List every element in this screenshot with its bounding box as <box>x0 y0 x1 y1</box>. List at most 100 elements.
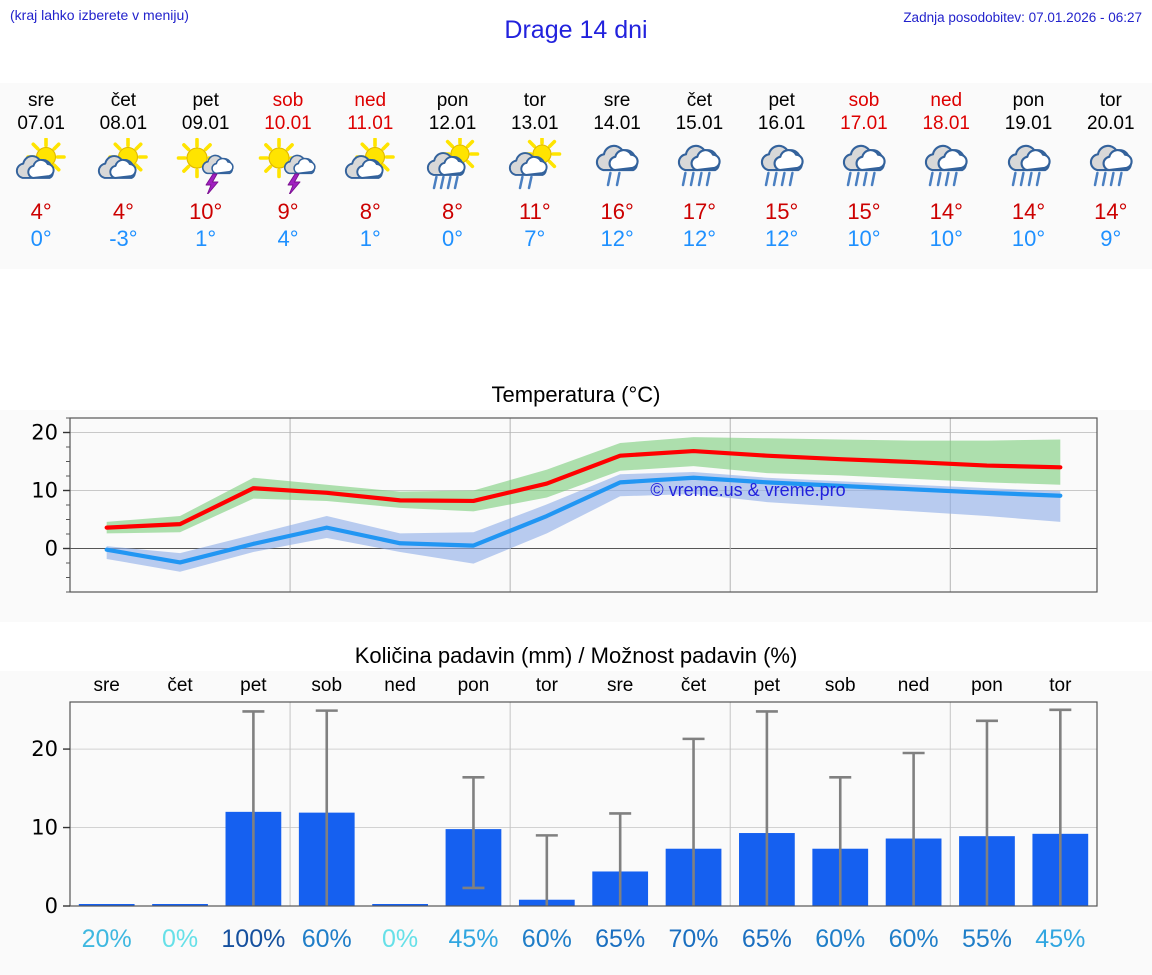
precipitation-day-label: pet <box>240 675 267 696</box>
temperature-min: 10° <box>1011 226 1046 251</box>
day-date: 16.01 <box>757 113 806 134</box>
day-name: sob <box>848 90 880 111</box>
day-forecast-cell[interactable]: pon 19.01 14° 10° <box>987 83 1069 269</box>
temperature-min: 1° <box>195 226 217 251</box>
precipitation-day-label: tor <box>536 675 559 696</box>
precipitation-day-label: pon <box>458 675 490 696</box>
day-name: pet <box>768 90 795 111</box>
sun-cloud-icon <box>92 138 154 194</box>
day-forecast-cell[interactable]: ned 18.01 14° 10° <box>905 83 987 269</box>
precipitation-day-label: sre <box>607 675 633 696</box>
day-name: ned <box>354 90 387 111</box>
day-name: pet <box>192 90 219 111</box>
temperature-min: 10° <box>847 226 881 251</box>
temperature-max: 4° <box>112 199 134 224</box>
y-axis-tick-label: 10 <box>31 479 58 503</box>
day-date: 14.01 <box>593 113 641 134</box>
precipitation-chart: sre čet pet sob ned pon tor sre čet pet sob ned pon t… <box>0 671 1152 975</box>
sun-cloud-icon <box>10 138 72 194</box>
temperature-max: 11° <box>519 199 551 224</box>
temperature-min: 12° <box>600 226 634 251</box>
day-name: čet <box>110 90 137 111</box>
precipitation-probability-label: 70% <box>669 925 719 953</box>
sun-cloud-icon <box>339 138 401 194</box>
y-axis-tick-label: 10 <box>31 816 58 840</box>
day-date: 10.01 <box>264 113 312 134</box>
precipitation-probability-label: 65% <box>742 925 792 953</box>
precipitation-probability-label: 60% <box>815 925 865 953</box>
day-forecast-cell[interactable]: pet 09.01 10° 1° <box>165 83 247 269</box>
day-forecast-cell[interactable]: sre 14.01 16° 12° <box>576 83 658 269</box>
day-name: sob <box>272 90 304 111</box>
temperature-min: 1° <box>359 226 381 251</box>
temperature-max: 4° <box>30 199 52 224</box>
day-name: čet <box>686 90 713 111</box>
day-forecast-cell[interactable]: tor 13.01 11° 7° <box>494 83 576 269</box>
day-forecast-cell[interactable]: sob 10.01 9° 4° <box>247 83 329 269</box>
temperature-max: 14° <box>1094 199 1128 224</box>
temperature-min: 4° <box>277 226 299 251</box>
day-forecast-cell[interactable]: tor 20.01 14° 9° <box>1070 83 1152 269</box>
day-name: pon <box>1012 90 1045 111</box>
page-title: Drage 14 dni <box>504 16 648 44</box>
temperature-max: 15° <box>765 199 799 224</box>
temperature-min: 0° <box>30 226 52 251</box>
day-date: 08.01 <box>99 113 148 134</box>
precipitation-probability-label: 100% <box>221 925 285 953</box>
day-forecast-cell[interactable]: sob 17.01 15° 10° <box>823 83 905 269</box>
day-date: 17.01 <box>840 113 888 134</box>
sun-storm-icon <box>257 138 319 194</box>
precipitation-day-label: sob <box>825 675 856 696</box>
temperature-chart-title: Temperatura (°C) <box>0 379 1152 410</box>
temperature-max: 14° <box>929 199 963 224</box>
day-forecast-cell[interactable]: pet 16.01 15° 12° <box>741 83 823 269</box>
precipitation-probability-label: 0% <box>382 925 418 953</box>
day-date: 12.01 <box>428 113 477 134</box>
temperature-max: 8° <box>359 199 381 224</box>
precipitation-probability-label: 45% <box>1035 925 1085 953</box>
temperature-panel: Temperatura (°C) 0 10 20 © vreme.us & vreme… <box>0 379 1152 622</box>
precipitation-chart-title: Količina padavin (mm) / Možnost padavin … <box>0 640 1152 671</box>
day-forecast-cell[interactable]: čet 08.01 4° -3° <box>82 83 164 269</box>
cloud-rain-light-icon <box>586 138 648 194</box>
temperature-min: 7° <box>524 226 546 251</box>
precipitation-probability-label: 20% <box>82 925 132 953</box>
day-name: pon <box>436 90 469 111</box>
precipitation-day-label: tor <box>1049 675 1072 696</box>
location-menu-note: (kraj lahko izberete v meniju) <box>10 7 189 23</box>
temperature-min: -3° <box>109 226 138 251</box>
day-date: 09.01 <box>181 113 230 134</box>
cloud-rain-icon <box>915 138 977 194</box>
precipitation-probability-label: 65% <box>595 925 645 953</box>
precipitation-day-label: sob <box>311 675 342 696</box>
day-forecast-cell[interactable]: sre 07.01 4° 0° <box>0 83 82 269</box>
cloud-rain-icon <box>1080 138 1142 194</box>
temperature-min: 9° <box>1100 226 1122 251</box>
temperature-max: 8° <box>442 199 464 224</box>
day-forecast-cell[interactable]: čet 15.01 17° 12° <box>658 83 740 269</box>
sun-storm-icon <box>175 138 237 194</box>
precipitation-probability-label: 55% <box>962 925 1012 953</box>
precipitation-day-label: sre <box>93 675 119 696</box>
y-axis-tick-label: 20 <box>31 421 58 445</box>
day-date: 07.01 <box>17 113 65 134</box>
top-bar: (kraj lahko izberete v meniju) Drage 14 … <box>0 0 1152 62</box>
temperature-min: 10° <box>929 226 963 251</box>
day-name: sre <box>27 90 55 111</box>
day-forecast-cell[interactable]: ned 11.01 8° 1° <box>329 83 411 269</box>
temperature-min: 12° <box>765 226 799 251</box>
precipitation-panel: Količina padavin (mm) / Možnost padavin … <box>0 640 1152 975</box>
cloud-rain-icon <box>751 138 813 194</box>
sun-rain-light-icon <box>504 138 566 194</box>
day-name: ned <box>930 90 963 111</box>
temperature-max: 9° <box>277 199 299 224</box>
precipitation-probability-label: 45% <box>448 925 498 953</box>
temperature-max: 17° <box>682 199 717 224</box>
cloud-rain-icon <box>668 138 730 194</box>
day-forecast-cell[interactable]: pon 12.01 8° 0° <box>411 83 493 269</box>
day-date: 18.01 <box>922 113 970 134</box>
precipitation-day-label: ned <box>898 675 930 696</box>
precipitation-probability-label: 60% <box>302 925 352 953</box>
precipitation-probability-label: 60% <box>522 925 572 953</box>
